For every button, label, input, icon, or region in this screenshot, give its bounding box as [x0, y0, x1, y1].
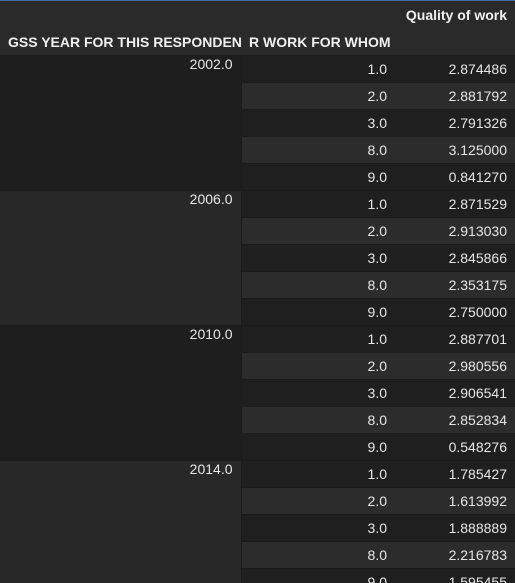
value-cell-quality-of-work: 2.845866 [395, 244, 515, 272]
index-cell-work-for-whom: 3.0 [241, 109, 395, 137]
value-cell-quality-of-work: 2.906541 [395, 379, 515, 407]
value-cell-quality-of-work: 1.785427 [395, 460, 515, 488]
index-cell-work-for-whom: 3.0 [241, 379, 395, 407]
value-cell-quality-of-work: 1.888889 [395, 514, 515, 542]
column-header-row: Quality of work [0, 1, 515, 28]
value-cell-quality-of-work: 2.353175 [395, 271, 515, 299]
value-cell-quality-of-work: 1.613992 [395, 487, 515, 515]
blank-header-cell [241, 1, 395, 28]
value-cell-quality-of-work: 1.595455 [395, 568, 515, 583]
value-cell-quality-of-work: 2.980556 [395, 352, 515, 380]
table-row: 2.0 1.613992 [0, 487, 515, 515]
index-cell-work-for-whom: 8.0 [241, 406, 395, 434]
index-cell-year: 2002.0 [0, 55, 242, 191]
index-cell-work-for-whom: 2.0 [241, 352, 395, 380]
table-row: 2.0 2.980556 [0, 352, 515, 380]
value-cell-quality-of-work: 2.750000 [395, 298, 515, 326]
value-cell-quality-of-work: 2.887701 [395, 325, 515, 353]
index-cell-work-for-whom: 3.0 [241, 514, 395, 542]
index-name-year: GSS YEAR FOR THIS RESPONDENT [0, 28, 241, 56]
table-row: 8.0 3.125000 [0, 136, 515, 164]
value-cell-quality-of-work: 2.881792 [395, 82, 515, 110]
index-cell-work-for-whom: 9.0 [241, 163, 395, 191]
table-row: 2.0 2.913030 [0, 217, 515, 245]
index-cell-work-for-whom: 1.0 [241, 190, 395, 218]
table-row: 2.0 2.881792 [0, 82, 515, 110]
value-cell-quality-of-work: 2.871529 [395, 190, 515, 218]
value-cell-quality-of-work: 2.791326 [395, 109, 515, 137]
index-cell-work-for-whom: 9.0 [241, 298, 395, 326]
table-row: 9.0 1.595455 [0, 568, 515, 583]
index-cell-work-for-whom: 2.0 [241, 82, 395, 110]
table-row: 3.0 2.845866 [0, 244, 515, 272]
index-cell-year: 2010.0 [0, 325, 242, 461]
table-row: 3.0 2.791326 [0, 109, 515, 137]
table-row: 9.0 0.841270 [0, 163, 515, 191]
index-cell-work-for-whom: 3.0 [241, 244, 395, 272]
index-cell-work-for-whom: 9.0 [241, 568, 395, 583]
value-cell-quality-of-work: 2.913030 [395, 217, 515, 245]
value-cell-quality-of-work: 0.548276 [395, 433, 515, 461]
table-row: 9.0 2.750000 [0, 298, 515, 326]
index-cell-work-for-whom: 2.0 [241, 487, 395, 515]
index-name-work-for-whom: R WORK FOR WHOM [241, 28, 395, 56]
index-cell-work-for-whom: 8.0 [241, 136, 395, 164]
value-cell-quality-of-work: 2.852834 [395, 406, 515, 434]
table-row: 2014.0 1.0 1.785427 [0, 460, 515, 583]
index-cell-work-for-whom: 1.0 [241, 460, 395, 488]
table-row: 8.0 2.852834 [0, 406, 515, 434]
table-row: 8.0 2.353175 [0, 271, 515, 299]
index-cell-year: 2006.0 [0, 190, 242, 326]
table-body: 2002.0 1.0 2.874486 2.0 2.881792 3.0 2.791326 8… [0, 55, 515, 583]
index-names-row: GSS YEAR FOR THIS RESPONDENT R WORK FOR … [0, 28, 515, 56]
index-cell-year: 2014.0 [0, 460, 242, 583]
table-row: 2002.0 1.0 2.874486 [0, 55, 515, 191]
index-cell-work-for-whom: 9.0 [241, 433, 395, 461]
table-row: 8.0 2.216783 [0, 541, 515, 569]
column-header-quality-of-work: Quality of work [395, 1, 515, 28]
index-cell-work-for-whom: 2.0 [241, 217, 395, 245]
index-cell-work-for-whom: 8.0 [241, 271, 395, 299]
value-cell-quality-of-work: 0.841270 [395, 163, 515, 191]
table-row: 3.0 2.906541 [0, 379, 515, 407]
table-row: 9.0 0.548276 [0, 433, 515, 461]
value-cell-quality-of-work: 3.125000 [395, 136, 515, 164]
index-cell-work-for-whom: 8.0 [241, 541, 395, 569]
index-cell-work-for-whom: 1.0 [241, 325, 395, 353]
value-cell-quality-of-work: 2.874486 [395, 55, 515, 83]
index-cell-work-for-whom: 1.0 [241, 55, 395, 83]
value-cell-quality-of-work: 2.216783 [395, 541, 515, 569]
blank-header-cell [0, 1, 241, 28]
table-row: 2006.0 1.0 2.871529 [0, 190, 515, 326]
blank-header-cell [395, 28, 515, 56]
table-row: 3.0 1.888889 [0, 514, 515, 542]
table-row: 2010.0 1.0 2.887701 [0, 325, 515, 461]
